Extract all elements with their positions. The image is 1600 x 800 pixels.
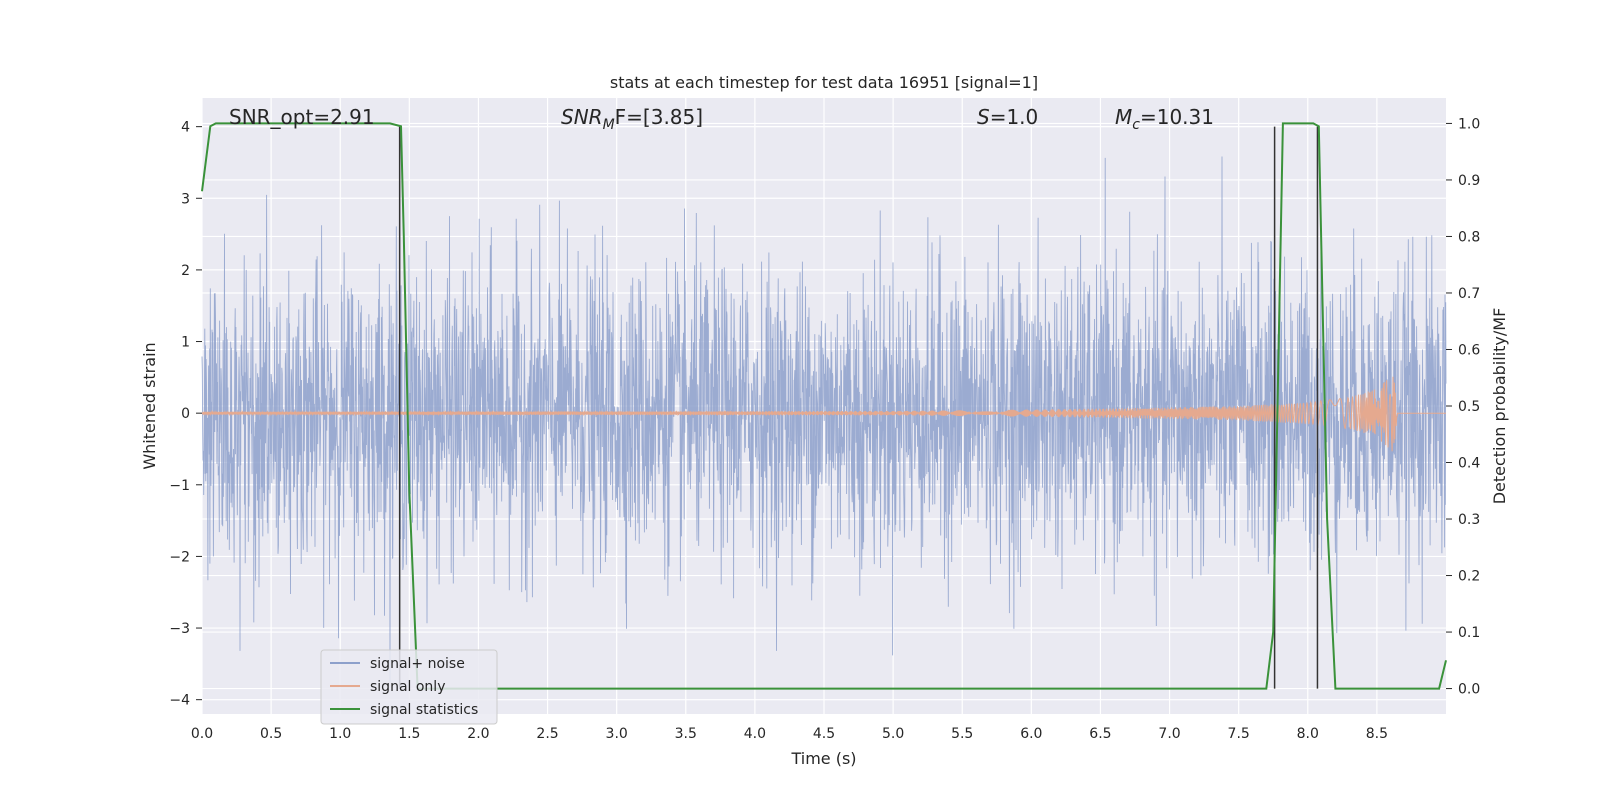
- y-axis-left-label: Whitened strain: [140, 342, 159, 469]
- y-axis-right-label: Detection probability/MF: [1490, 308, 1509, 505]
- x-tick-label-0: 0.0: [191, 726, 213, 742]
- x-tick-label-5: 2.5: [536, 726, 558, 742]
- y-right-tick-label-2: 0.8: [1458, 229, 1480, 245]
- x-tick-label-7: 3.5: [675, 726, 697, 742]
- x-tick-label-17: 8.5: [1366, 726, 1388, 742]
- legend: signal+ noise signal only signal statist…: [320, 649, 498, 725]
- x-tick-label-6: 3.0: [606, 726, 628, 742]
- x-axis-label: Time (s): [790, 749, 856, 768]
- x-tick-label-11: 5.5: [951, 726, 973, 742]
- annotation-mc-sub: c: [1132, 117, 1140, 133]
- y-right-tick-label-0: 1.0: [1458, 116, 1480, 132]
- y-right-tick-label-10: 0.0: [1458, 682, 1480, 698]
- annotation-s-rest: =1.0: [990, 105, 1039, 129]
- x-tick-label-3: 1.5: [398, 726, 420, 742]
- x-tick-label-1: 0.5: [260, 726, 282, 742]
- series-signal-statistics: [201, 122, 1447, 690]
- signal-noise-line: [201, 156, 1447, 683]
- chart-title: stats at each timestep for test data 169…: [610, 73, 1038, 92]
- annotation-snr-opt: SNR_opt=2.91: [229, 105, 375, 129]
- annotation-snr-mf-rest: F=[3.85]: [615, 105, 703, 129]
- y-axis-left-ticks: 4 3 2 1 0 −1 −2 −3 −4: [169, 120, 202, 709]
- annotations: SNR_opt=2.91 SNRMF=[3.85] S=1.0 Mc=10.31: [229, 105, 1214, 133]
- annotation-mc: Mc=10.31: [1115, 105, 1214, 133]
- y-left-tick-label-1: 3: [181, 191, 190, 207]
- y-left-tick-label-6: −2: [169, 549, 190, 565]
- annotation-mc-rest: =10.31: [1140, 105, 1214, 129]
- y-right-tick-label-4: 0.6: [1458, 342, 1480, 358]
- y-axis-right-ticks: 1.0 0.9 0.8 0.7 0.6 0.5 0.4 0.3 0.2 0.1 0.0: [1446, 116, 1480, 698]
- x-tick-label-13: 6.5: [1089, 726, 1111, 742]
- y-left-tick-label-0: 4: [181, 120, 190, 136]
- signal-only-line: [201, 376, 1446, 452]
- y-right-tick-label-5: 0.5: [1458, 399, 1480, 415]
- series-signal-noise: [201, 156, 1447, 683]
- annotation-mc-var: M: [1115, 105, 1132, 129]
- annotation-s-var: S: [977, 105, 990, 129]
- legend-label-signal-noise: signal+ noise: [370, 656, 465, 672]
- x-tick-label-14: 7.0: [1158, 726, 1180, 742]
- x-tick-label-9: 4.5: [813, 726, 835, 742]
- y-right-tick-label-9: 0.1: [1458, 625, 1480, 641]
- x-tick-label-4: 2.0: [467, 726, 489, 742]
- legend-box: [320, 649, 498, 725]
- annotation-snr-mf: SNRMF=[3.85]: [561, 105, 703, 133]
- annotation-snr-mf-base: SNR: [561, 105, 603, 129]
- y-right-tick-label-7: 0.3: [1458, 512, 1480, 528]
- annotation-snr-mf-sub: M: [603, 117, 615, 133]
- y-right-tick-label-6: 0.4: [1458, 456, 1480, 472]
- x-axis-ticks: 0.0 0.5 1.0 1.5 2.0 2.5 3.0 3.5 4.0 4.5 5.0 5.5 6.0 6…: [191, 726, 1388, 742]
- y-left-tick-label-8: −4: [169, 693, 190, 709]
- x-tick-label-10: 5.0: [882, 726, 904, 742]
- x-tick-label-12: 6.0: [1020, 726, 1042, 742]
- x-tick-label-16: 8.0: [1297, 726, 1319, 742]
- y-left-tick-label-2: 2: [181, 263, 190, 279]
- legend-label-signal-only: signal only: [370, 679, 445, 695]
- y-left-tick-label-7: −3: [169, 621, 190, 637]
- legend-label-signal-statistics: signal statistics: [370, 702, 478, 718]
- x-tick-label-8: 4.0: [744, 726, 766, 742]
- y-right-tick-label-3: 0.7: [1458, 286, 1480, 302]
- y-right-tick-label-8: 0.2: [1458, 569, 1480, 585]
- x-tick-label-2: 1.0: [329, 726, 351, 742]
- y-right-tick-label-1: 0.9: [1458, 173, 1480, 189]
- y-left-tick-label-5: −1: [169, 478, 190, 494]
- y-left-tick-label-4: 0: [181, 406, 190, 422]
- series-signal-only: [201, 376, 1446, 452]
- x-tick-label-15: 7.5: [1228, 726, 1250, 742]
- annotation-s: S=1.0: [977, 105, 1038, 129]
- signal-statistics-line: [201, 122, 1447, 690]
- y-left-tick-label-3: 1: [181, 335, 190, 351]
